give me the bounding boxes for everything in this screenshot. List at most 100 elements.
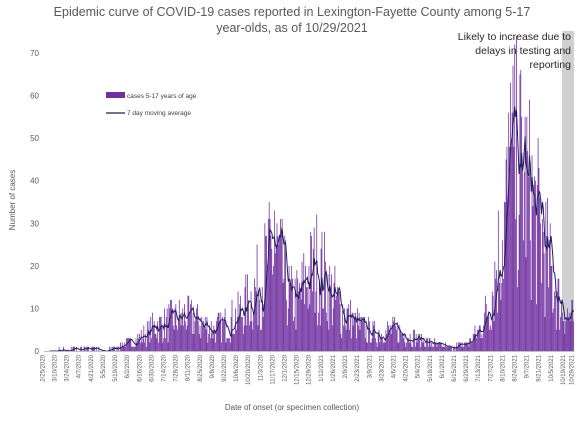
case-bar <box>501 282 503 351</box>
delay-annotation-line-1: Likely to increase due to <box>458 31 571 43</box>
case-bar <box>557 278 559 351</box>
case-bar <box>394 316 395 351</box>
case-bar <box>110 346 112 351</box>
case-bar <box>388 329 390 351</box>
case-bar <box>70 346 72 351</box>
case-bar <box>191 333 193 351</box>
case-bar <box>572 299 574 351</box>
case-bar <box>345 329 347 351</box>
case-bar <box>260 329 261 351</box>
y-tick-label: 10 <box>30 304 39 313</box>
x-tick-label: 2/25/2020 <box>40 354 46 381</box>
case-bar <box>273 265 274 351</box>
case-bar <box>479 325 481 351</box>
case-bar <box>493 321 495 351</box>
case-bar <box>332 308 334 351</box>
case-bar <box>152 312 153 351</box>
case-bar <box>150 316 152 351</box>
case-bar <box>495 278 497 351</box>
case-bar <box>463 346 465 351</box>
x-tick-label: 6/30/2020 <box>149 354 155 381</box>
case-bar <box>264 223 266 351</box>
case-bar <box>524 116 526 351</box>
case-bar <box>540 223 542 351</box>
case-bar <box>465 342 466 351</box>
case-bar <box>167 342 169 351</box>
case-bar <box>184 304 185 351</box>
case-bar <box>350 338 352 351</box>
x-tick-label: 9/21/2021 <box>537 354 543 381</box>
case-bar <box>401 333 402 351</box>
case-bar <box>421 342 423 351</box>
case-bar <box>242 333 244 351</box>
case-bar <box>565 321 567 351</box>
case-bar <box>188 295 190 351</box>
case-bar <box>159 316 161 351</box>
case-bar <box>282 282 284 351</box>
case-bar <box>357 325 359 351</box>
case-bar <box>356 308 358 351</box>
case-bar <box>269 219 271 351</box>
case-bar <box>165 316 167 351</box>
case-bar <box>247 274 248 351</box>
case-bar <box>528 176 529 351</box>
case-bar <box>174 308 176 351</box>
case-bar <box>403 333 405 351</box>
case-bar <box>455 346 457 351</box>
legend-label-cases: cases 5-17 years of age <box>127 93 197 100</box>
x-tick-label: 2/9/2021 <box>343 354 349 378</box>
case-bar <box>281 219 283 351</box>
case-bar <box>375 338 376 351</box>
case-bar <box>368 316 370 351</box>
case-bar <box>341 338 343 351</box>
case-bar <box>407 338 408 351</box>
case-bar <box>142 338 144 351</box>
case-bar <box>382 342 384 351</box>
case-bar <box>433 346 434 351</box>
case-bar <box>184 321 186 351</box>
x-tick-label: 6/2/2020 <box>125 354 131 378</box>
case-bar <box>280 227 282 351</box>
case-bar <box>155 333 157 351</box>
delay-annotation-line-2: delays in testing and <box>475 45 571 57</box>
case-bar <box>88 346 89 351</box>
y-tick-label: 70 <box>30 49 39 58</box>
x-tick-label: 8/10/2021 <box>500 354 506 381</box>
case-bar <box>379 342 381 351</box>
case-bar <box>127 338 129 351</box>
case-bar <box>530 299 532 351</box>
case-bar <box>445 342 446 351</box>
case-bar <box>383 342 385 351</box>
case-bar <box>496 270 497 351</box>
x-tick-label: 12/1/2020 <box>283 354 289 381</box>
x-tick-label: 10/20/2020 <box>246 354 252 385</box>
case-bar <box>438 342 440 351</box>
case-bar <box>190 299 192 351</box>
case-bar <box>436 346 438 351</box>
case-bar <box>364 338 366 351</box>
case-bar <box>235 308 236 351</box>
case-bar <box>535 180 536 351</box>
case-bar <box>537 138 539 351</box>
case-bar <box>542 219 543 351</box>
x-tick-label: 5/5/2020 <box>101 354 107 378</box>
case-bar <box>555 329 557 351</box>
case-bar <box>510 82 511 352</box>
case-bar <box>182 308 184 351</box>
y-tick-label: 50 <box>30 134 39 143</box>
case-bar <box>442 346 444 351</box>
case-bar <box>80 346 82 351</box>
case-bar <box>541 282 542 351</box>
case-bar <box>248 325 250 351</box>
case-bar <box>456 342 458 351</box>
case-bar <box>399 325 401 351</box>
case-bar <box>240 295 242 351</box>
x-tick-label: 10/29/2021 <box>570 354 576 385</box>
case-bar <box>223 316 225 351</box>
case-bar <box>170 299 172 351</box>
case-bar <box>503 202 505 351</box>
case-bar <box>165 338 166 351</box>
case-bar <box>208 333 210 351</box>
case-bar <box>525 257 527 351</box>
